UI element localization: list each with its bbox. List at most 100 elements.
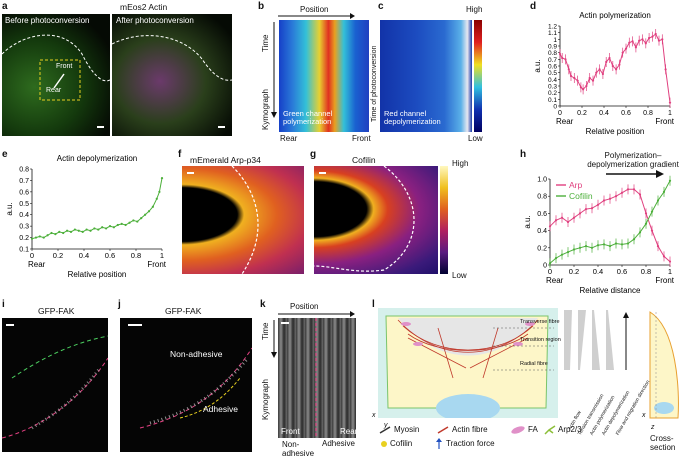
panel-h-gradient-title: Polymerization–depolymerization gradient [587, 151, 679, 169]
chart-e-series-0-point [105, 227, 108, 230]
chart-h-series-1-point [632, 238, 636, 241]
chart-d-series-0-point [661, 38, 664, 41]
legend-traction-label: Traction force [446, 439, 495, 448]
chart-d-ytick-label: 0.8 [548, 50, 557, 57]
panel-l-axis-z: z [651, 424, 655, 431]
chart-h-series-1-point [560, 253, 564, 256]
panel-l-axis-x-cross: x [642, 412, 646, 419]
chart-e-series-0-point [120, 222, 123, 225]
chart-e-series-0-point [124, 223, 127, 227]
chart-d-series-0-point [569, 74, 573, 78]
chart-h-ytick-label: 0.2 [537, 245, 547, 252]
chart-h-series-0-point [554, 219, 558, 222]
chart-h-series-1-point [656, 199, 660, 202]
panel-l-transition-label: Transition region [520, 337, 561, 343]
chart-e-series-0-point [158, 190, 161, 193]
chart-d-xtick-label: 0.4 [599, 110, 609, 117]
chart-e: Actin depolymerization 0.1 0.2 0.3 0.4 0.5 0.6… [5, 155, 167, 279]
chart-h-series-0-point [578, 212, 582, 215]
chart-d-series-0-point [638, 39, 641, 42]
chart-d: Actin polymerization00.10.20.30.40.50.60… [533, 11, 675, 136]
legend-fa-label: FA [528, 425, 538, 434]
chart-h-series-1-point [596, 244, 600, 247]
chart-e-series-0-point [93, 227, 96, 230]
panel-label-b: b [258, 1, 265, 12]
chart-e-xtick-label: 0 [30, 251, 34, 260]
chart-e-series-0-point [81, 230, 84, 233]
panel-label-e: e [2, 149, 8, 160]
chart-d-ytick-label: 0.1 [548, 97, 557, 104]
legend-myosin-icon [379, 426, 391, 434]
panel-g-overlay [314, 166, 415, 272]
chart-d-xtick-label: 1 [668, 110, 672, 117]
panel-k-front-label: Front [281, 427, 300, 436]
panel-j-non-adhesive-label: Non-adhesive [170, 349, 223, 359]
chart-d-ytick-label: 0.4 [548, 77, 557, 84]
legend-arp-icon [544, 425, 556, 435]
panel-l-legend: Myosin Actin fibre FA Arp2/3 Cofilin Tra… [378, 424, 618, 458]
chart-e-series-0-point [30, 237, 34, 240]
panel-l-transverse-label: Transverse fibre [520, 319, 560, 325]
chart-e-series-0-point [46, 234, 49, 237]
chart-h-series-0-point [638, 193, 642, 196]
chart-d-series-0-point [628, 41, 631, 44]
panel-c-caption: Red channel depolymerization [384, 109, 441, 126]
chart-d-series-0-point [644, 42, 647, 45]
chart-h-ytick-label: 0.6 [537, 211, 547, 218]
chart-e-xtick-label: 0.4 [79, 251, 89, 260]
chart-e-ytick-label: 0.7 [19, 178, 29, 185]
panel-k-kymograph-label: Kymograph [261, 379, 270, 420]
chart-d-series-0-line [559, 33, 671, 103]
chart-h-series-0-point [566, 220, 570, 224]
chart-d-series-0-point [561, 56, 564, 60]
chart-h-series-0-point [596, 203, 600, 206]
chart-d-series-0-point [615, 68, 618, 71]
chart-h-series-1-point [608, 244, 612, 248]
panel-j-adhesive-label: Adhesive [203, 404, 238, 414]
panel-f-overlay [187, 166, 259, 274]
chart-h-series-1-point [662, 190, 666, 193]
chart-e-series-0-point [50, 231, 53, 235]
chart-h-series-1-point [566, 251, 570, 254]
chart-h-series-0-point [584, 208, 588, 211]
chart-e-series-0-point [116, 223, 119, 227]
chart-d-xtick-label: 0.6 [621, 110, 631, 117]
chart-d-ytick-label: 0.2 [548, 90, 557, 97]
chart-d-series-0-point [567, 68, 570, 71]
panel-a-after-overlay [112, 35, 232, 128]
panel-k-time-label: Time [261, 322, 270, 340]
chart-e-ytick-label: 0.6 [19, 189, 29, 196]
legend-arp-label: Arp2/3 [558, 425, 582, 434]
panel-label-d: d [530, 1, 537, 12]
panel-l-axis-x: x [372, 412, 376, 419]
panel-label-l: l [372, 299, 375, 310]
panel-b-caption: Green channel polymerization [283, 109, 333, 126]
panel-l-radial-label: Radial fibre [520, 361, 548, 367]
panel-b-photoconversion-label: Time of photoconversion [371, 45, 378, 122]
chart-d-series-0-point [573, 76, 576, 80]
chart-h-rear-label: Rear [546, 276, 564, 285]
chart-h-series-0-point [644, 212, 648, 215]
chart-d-ytick-label: 0.9 [548, 44, 557, 51]
chart-h-xtick-label: 0.4 [593, 267, 603, 276]
chart-d-ytick-label: 0.3 [548, 84, 557, 91]
chart-d-series-0-point [631, 40, 634, 43]
panel-label-h: h [520, 149, 527, 160]
chart-e-series-0-point [85, 228, 88, 231]
chart-e-series-0-line [31, 178, 163, 240]
chart-e-series-0-point [151, 205, 154, 208]
panel-l-gradient-wedges [564, 310, 629, 370]
panel-l-cell-diagram [378, 308, 558, 418]
chart-d-series-0-point [621, 51, 624, 54]
chart-e-series-0-point [108, 225, 112, 228]
chart-h-ylabel: a.u. [523, 215, 532, 228]
chart-d-series-0-point [564, 58, 567, 61]
panel-b-rear-label: Rear [280, 134, 298, 143]
chart-h-xtick-label: 0.6 [617, 267, 627, 276]
chart-h-series-1-point [668, 179, 672, 182]
chart-h-series-0-point [614, 195, 618, 198]
legend-cofilin-icon [381, 441, 387, 447]
legend-fa-icon [511, 426, 525, 434]
panel-k-adhesive-label: Adhesive [322, 439, 355, 448]
chart-h-series-1-point [620, 243, 624, 246]
